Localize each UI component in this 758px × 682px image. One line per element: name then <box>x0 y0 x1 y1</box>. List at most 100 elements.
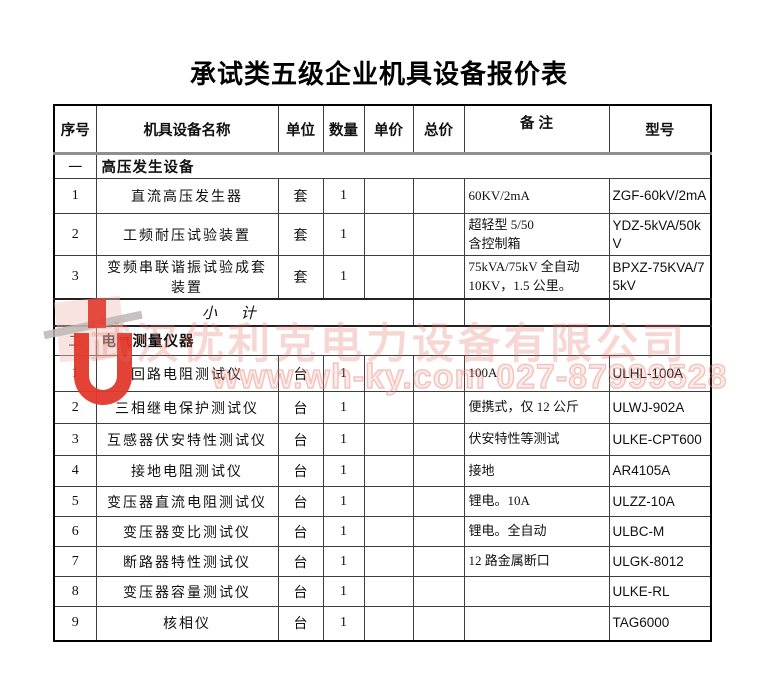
subtotal-label-cell: 小 计 <box>53 297 414 327</box>
cell-unit-price <box>363 606 414 641</box>
cell-name: 变压器变比测试仪 <box>95 516 279 547</box>
cell-remark <box>463 606 610 641</box>
cell-model: TAG6000 <box>608 606 712 641</box>
cell-total-price <box>412 516 465 547</box>
cell-total-price <box>412 423 465 456</box>
cell-unit: 套 <box>277 178 324 214</box>
item-row: 3 变频串联谐振试验成套装置套 1 75kVA/75kV 全自动 10KV，1.5 公… <box>53 255 712 299</box>
price-table: 序号 机具设备名称 单位 数量 单价 总价 备 注 型号 一高压发生设备 1 直流高… <box>53 104 712 642</box>
cell-qty: 1 <box>322 546 365 577</box>
item-row: 8 变压器容量测试仪台 1 ULKE-RL <box>53 576 712 607</box>
cell-unit-price <box>363 486 414 517</box>
item-row: 1 回路电阻测试仪台 1 100A ULHL-100A <box>53 355 712 392</box>
cell-remark: 75kVA/75kV 全自动 10KV，1.5 公里。 <box>463 255 610 299</box>
cell-model: ULGK-8012 <box>608 546 712 577</box>
cell-no: 2 <box>53 391 97 424</box>
cell-model <box>608 297 712 327</box>
cell-total-price <box>412 213 465 256</box>
table-header-row: 序号 机具设备名称 单位 数量 单价 总价 备 注 型号 <box>53 104 712 155</box>
section-header-row: 二电气测量仪器 <box>53 325 712 356</box>
cell-qty: 1 <box>322 355 365 392</box>
cell-no: 3 <box>53 255 97 299</box>
cell-qty: 1 <box>322 455 365 487</box>
cell-qty: 1 <box>322 178 365 214</box>
cell-qty: 1 <box>322 576 365 607</box>
cell-model: ULBC-M <box>608 516 712 547</box>
cell-unit: 台 <box>277 391 324 424</box>
header-model: 型号 <box>608 104 712 155</box>
price-table-body: 一高压发生设备 1 直流高压发生器套 1 60KV/2mA ZGF-60kV/2mA 2 工频… <box>53 153 712 641</box>
cell-unit: 台 <box>277 355 324 392</box>
cell-unit: 台 <box>277 486 324 517</box>
header-remark: 备 注 <box>463 104 610 155</box>
cell-unit-price <box>363 576 414 607</box>
cell-no: 1 <box>53 355 97 392</box>
cell-unit: 台 <box>277 576 324 607</box>
cell-name: 回路电阻测试仪 <box>95 355 279 392</box>
header-unit-price: 单价 <box>363 104 414 155</box>
cell-qty: 1 <box>322 255 365 299</box>
cell-unit: 套 <box>277 255 324 299</box>
cell-no: 4 <box>53 455 97 487</box>
section-header-row: 一高压发生设备 <box>53 153 712 179</box>
header-no: 序号 <box>53 104 97 155</box>
item-row: 6 变压器变比测试仪台 1 锂电。全自动 ULBC-M <box>53 516 712 547</box>
cell-model: ULHL-100A <box>608 355 712 392</box>
item-row: 7 断路器特性测试仪台 1 12 路金属断口 ULGK-8012 <box>53 546 712 577</box>
cell-name: 直流高压发生器 <box>95 178 279 214</box>
cell-model: YDZ-5kVA/50kV <box>608 213 712 256</box>
cell-unit: 套 <box>277 213 324 256</box>
cell-no: 5 <box>53 486 97 517</box>
cell-unit-price <box>363 516 414 547</box>
cell-no: 8 <box>53 576 97 607</box>
item-row: 4 接地电阻测试仪台 1 接地 AR4105A <box>53 455 712 487</box>
cell-total-price <box>412 297 465 327</box>
cell-total-price <box>412 255 465 299</box>
cell-qty: 1 <box>322 606 365 641</box>
cell-name: 互感器伏安特性测试仪 <box>95 423 279 456</box>
item-row: 1 直流高压发生器套 1 60KV/2mA ZGF-60kV/2mA <box>53 178 712 214</box>
cell-unit-price <box>363 391 414 424</box>
cell-unit-price <box>363 178 414 214</box>
cell-total-price <box>412 355 465 392</box>
cell-total-price <box>412 178 465 214</box>
cell-remark: 100A <box>463 355 610 392</box>
cell-name: 核相仪 <box>95 606 279 641</box>
cell-no: 3 <box>53 423 97 456</box>
cell-model: ZGF-60kV/2mA <box>608 178 712 214</box>
header-total-price: 总价 <box>412 104 465 155</box>
cell-model: AR4105A <box>608 455 712 487</box>
cell-qty: 1 <box>322 423 365 456</box>
cell-unit-price <box>363 355 414 392</box>
cell-unit-price <box>363 213 414 256</box>
cell-name: 接地电阻测试仪 <box>95 455 279 487</box>
item-row: 9 核相仪台 1 TAG6000 <box>53 606 712 641</box>
cell-qty: 1 <box>322 391 365 424</box>
cell-name: 断路器特性测试仪 <box>95 546 279 577</box>
cell-no: 2 <box>53 213 97 256</box>
cell-unit-price <box>363 423 414 456</box>
item-row: 2 工频耐压试验装置套 1 超轻型 5/50 含控制箱 YDZ-5kVA/50kV <box>53 213 712 256</box>
item-row: 2 三相继电保护测试仪台 1 便携式，仅 12 公斤 ULWJ-902A <box>53 391 712 424</box>
cell-model: ULKE-RL <box>608 576 712 607</box>
cell-name: 变频串联谐振试验成套装置 <box>95 255 279 299</box>
section-title-cell: 高压发生设备 <box>95 153 712 179</box>
item-row: 3 互感器伏安特性测试仪台 1 伏安特性等测试 ULKE-CPT600 <box>53 423 712 456</box>
cell-model: ULWJ-902A <box>608 391 712 424</box>
cell-total-price <box>412 455 465 487</box>
cell-remark <box>463 576 610 607</box>
cell-remark: 接地 <box>463 455 610 487</box>
cell-unit: 台 <box>277 423 324 456</box>
cell-unit-price <box>363 455 414 487</box>
cell-remark: 伏安特性等测试 <box>463 423 610 456</box>
cell-unit-price <box>363 255 414 299</box>
cell-name: 工频耐压试验装置 <box>95 213 279 256</box>
cell-name: 三相继电保护测试仪 <box>95 391 279 424</box>
subtotal-row: 小 计 <box>53 297 712 327</box>
item-row: 5 变压器直流电阻测试仪台 1 锂电。10A ULZZ-10A <box>53 486 712 517</box>
cell-unit: 台 <box>277 455 324 487</box>
page-title: 承试类五级企业机具设备报价表 <box>189 59 568 89</box>
cell-remark: 超轻型 5/50 含控制箱 <box>463 213 610 256</box>
cell-remark: 60KV/2mA <box>463 178 610 214</box>
